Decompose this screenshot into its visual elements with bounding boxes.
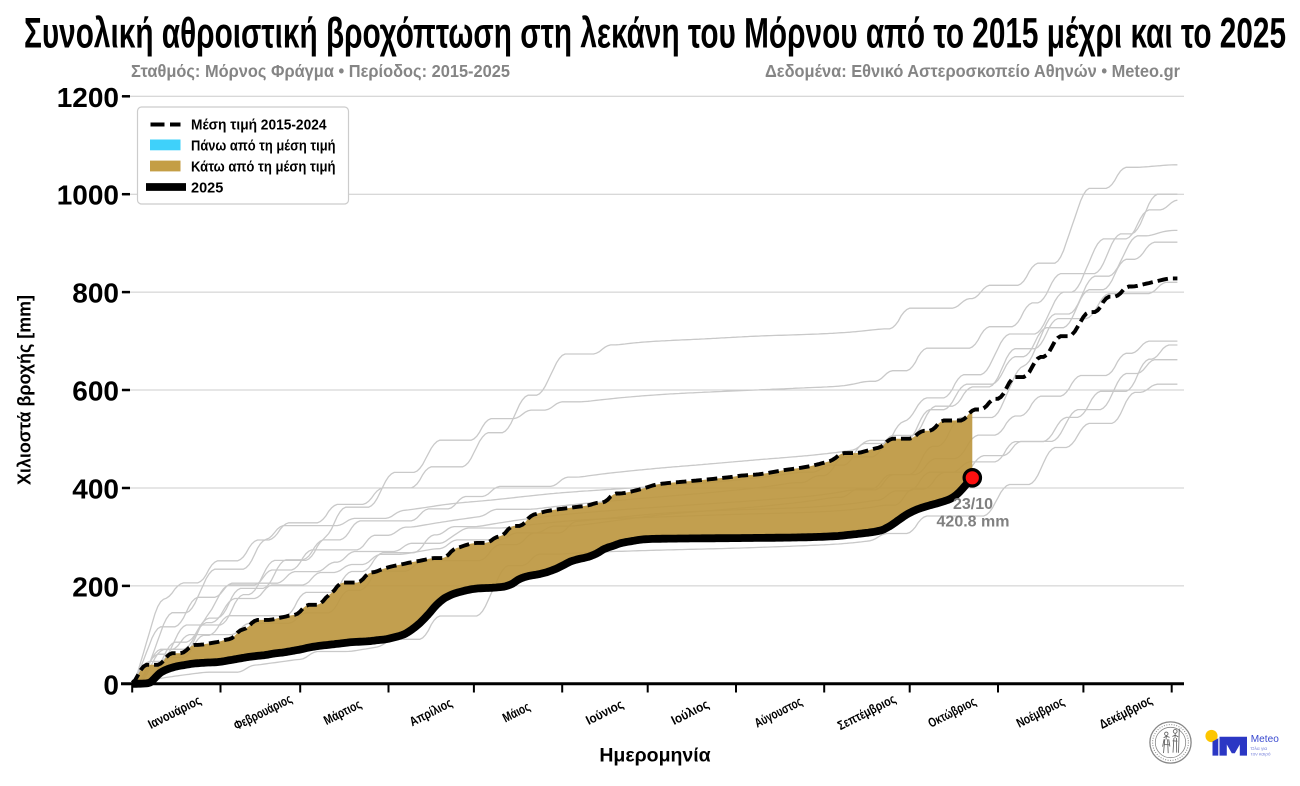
svg-text:Δεδομένα: Εθνικό Αστεροσκοπείο: Δεδομένα: Εθνικό Αστεροσκοπείο Αθηνών • …	[765, 61, 1180, 81]
svg-text:1200: 1200	[57, 82, 119, 113]
svg-text:Πάνω από τη μέση τιμή: Πάνω από τη μέση τιμή	[191, 139, 336, 155]
svg-text:Σταθμός: Μόρνος Φράγμα • Περίο: Σταθμός: Μόρνος Φράγμα • Περίοδος: 2015-…	[131, 61, 510, 81]
svg-text:600: 600	[72, 376, 119, 407]
svg-text:Ημερομηνία: Ημερομηνία	[599, 745, 710, 767]
svg-text:23/10: 23/10	[953, 496, 993, 513]
svg-text:Μέση τιμή 2015-2024: Μέση τιμή 2015-2024	[191, 118, 327, 134]
svg-text:200: 200	[72, 571, 119, 602]
svg-text:2025: 2025	[191, 181, 223, 197]
svg-text:Χιλιοστά βροχής [mm]: Χιλιοστά βροχής [mm]	[14, 295, 35, 485]
svg-text:Όλα για: Όλα για	[1250, 746, 1268, 752]
svg-text:0: 0	[103, 669, 119, 700]
svg-text:Κάτω από τη μέση τιμή: Κάτω από τη μέση τιμή	[191, 160, 336, 176]
svg-text:400: 400	[72, 474, 119, 505]
svg-text:800: 800	[72, 278, 119, 309]
svg-text:Meteo: Meteo	[1251, 734, 1280, 745]
svg-text:Συνολική αθροιστική βροχόπτωση: Συνολική αθροιστική βροχόπτωση στη λεκάν…	[24, 9, 1286, 57]
svg-text:1000: 1000	[57, 180, 119, 211]
svg-text:420.8 mm: 420.8 mm	[937, 514, 1010, 531]
svg-text:τον καιρό: τον καιρό	[1251, 751, 1271, 758]
